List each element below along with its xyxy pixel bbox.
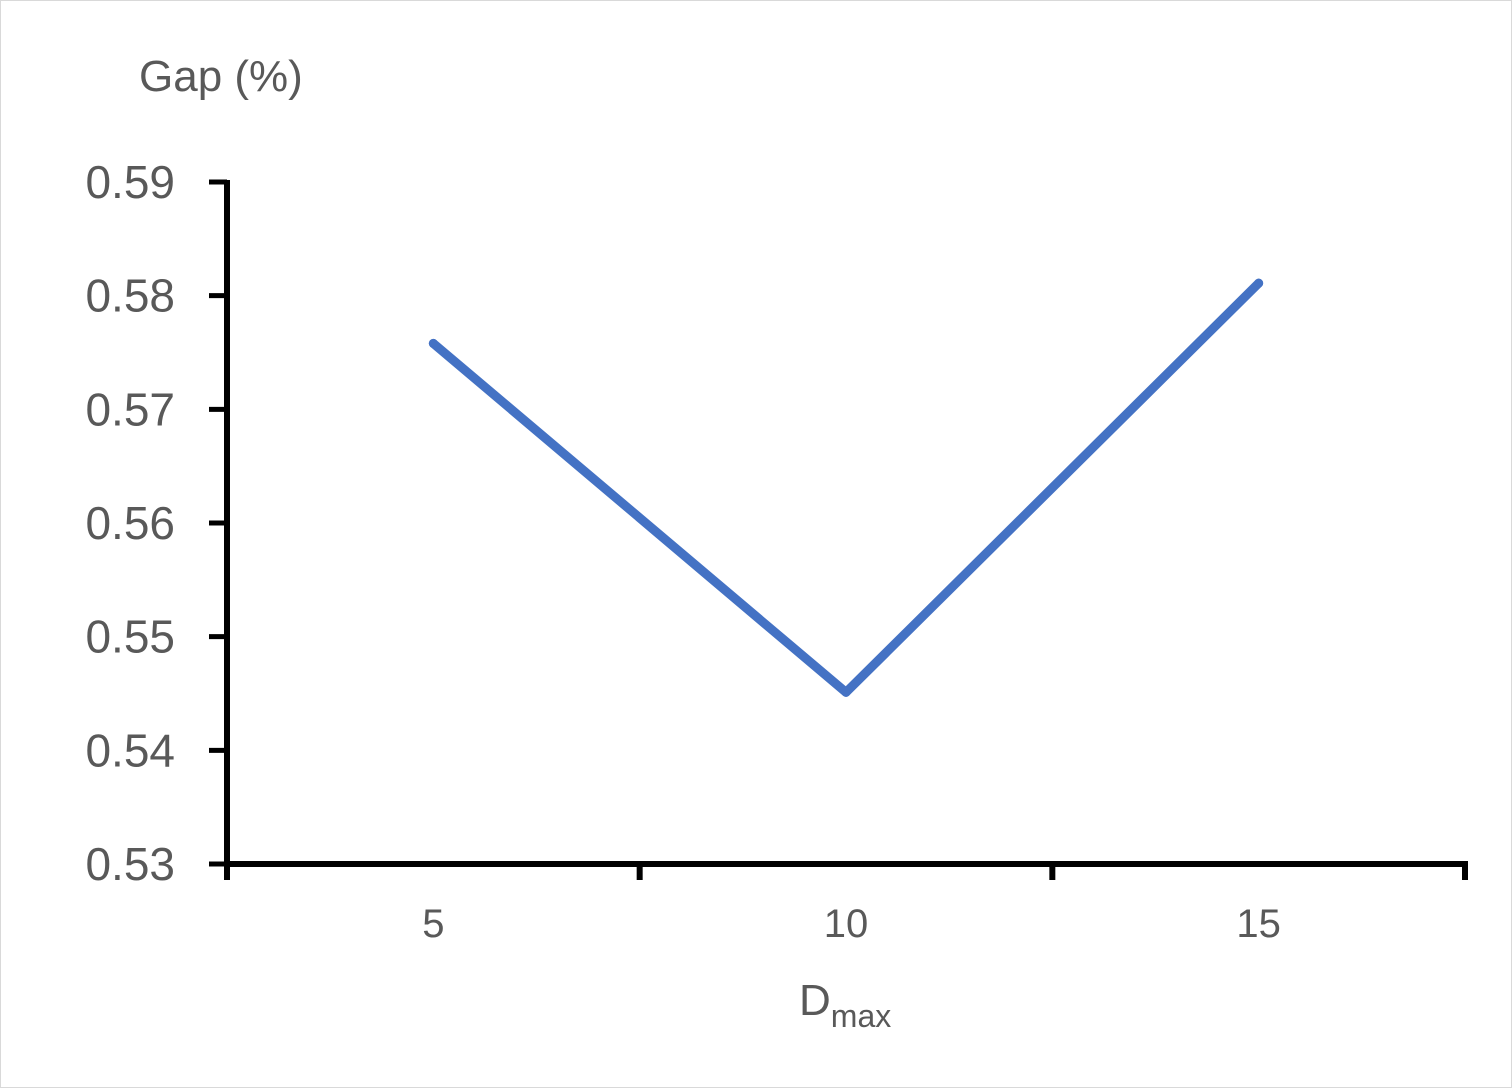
y-tick-label: 0.54 <box>85 724 175 776</box>
x-tick-label: 10 <box>824 902 869 946</box>
y-tick-label: 0.55 <box>85 611 175 663</box>
y-tick-label: 0.59 <box>85 156 175 208</box>
y-tick-label: 0.57 <box>85 383 175 435</box>
data-point <box>428 338 438 348</box>
x-axis-title-main: D <box>799 976 831 1025</box>
y-tick-label: 0.58 <box>85 270 175 322</box>
x-axis-title: Dmax <box>799 976 891 1034</box>
x-tick-label: 15 <box>1236 902 1281 946</box>
data-point <box>1254 278 1264 288</box>
series-line <box>428 278 1264 697</box>
x-axis-ticks: 5 10 15 <box>224 864 1468 946</box>
x-axis-title-subscript: max <box>831 998 891 1034</box>
y-tick-label: 0.56 <box>85 497 175 549</box>
data-point <box>841 687 851 697</box>
y-axis-ticks: 0.53 0.54 0.55 0.56 0.57 0.58 0.59 <box>85 156 227 890</box>
y-axis-title: Gap (%) <box>139 52 303 101</box>
x-tick-label: 5 <box>422 902 444 946</box>
y-tick-label: 0.53 <box>85 838 175 890</box>
